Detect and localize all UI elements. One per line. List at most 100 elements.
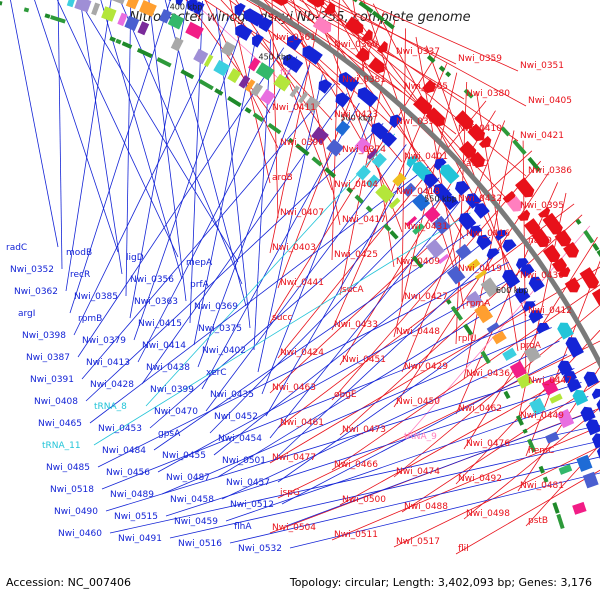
feature-dots-7-32 bbox=[411, 255, 424, 269]
feature-color-5-40 bbox=[466, 258, 481, 272]
gene-label-reverse: Nwi_0415 bbox=[138, 319, 182, 329]
feature-rev-4-16 bbox=[186, 0, 198, 12]
scale-label: 550 kbp bbox=[424, 194, 457, 203]
gene-label-reverse: xerC bbox=[206, 368, 227, 378]
gene-label-reverse: Nwi_0487 bbox=[166, 473, 210, 483]
feature-dots-7-41 bbox=[538, 465, 545, 474]
leader-line-reverse bbox=[57, 0, 63, 270]
leader-line-forward bbox=[331, 0, 527, 107]
feature-dots-0-36 bbox=[575, 218, 582, 225]
feature-fwd-1-24 bbox=[376, 41, 388, 54]
gene-label-reverse: mepA bbox=[186, 258, 213, 268]
feature-fwd-2-19 bbox=[271, 0, 288, 6]
gene-label-forward: Nwi_0517 bbox=[396, 537, 440, 547]
feature-color-5-28 bbox=[298, 91, 309, 104]
gene-label-forward: Nwi_0359 bbox=[458, 54, 502, 64]
feature-color-6-24 bbox=[355, 165, 371, 181]
feature-dots-7-26 bbox=[324, 167, 337, 179]
feature-rev-4-30 bbox=[444, 195, 459, 211]
feature-rev-4-39 bbox=[536, 322, 550, 334]
gene-label-forward: Nwi_0498 bbox=[466, 509, 510, 519]
backbone bbox=[248, 0, 600, 369]
feature-color-5-43 bbox=[523, 345, 541, 363]
feature-dots-7-14 bbox=[136, 48, 153, 59]
feature-color-6-33 bbox=[465, 290, 483, 309]
leader-line-reverse bbox=[165, 382, 582, 517]
feature-color-6-26 bbox=[375, 183, 395, 204]
leader-line-reverse bbox=[221, 340, 560, 500]
gene-label-reverse: argI bbox=[18, 309, 35, 319]
leader-line-forward bbox=[455, 329, 600, 485]
gene-label-reverse: Nwi_0532 bbox=[238, 544, 282, 554]
feature-rev-3-29 bbox=[515, 258, 529, 270]
gene-label-forward: Nwi_0462 bbox=[458, 404, 502, 414]
gene-label-reverse: Nwi_0512 bbox=[230, 500, 274, 510]
feature-dots-0-31 bbox=[445, 71, 452, 78]
gene-label-reverse: Nwi_0491 bbox=[118, 534, 162, 544]
genome-summary: Topology: circular; Length: 3,402,093 bp… bbox=[289, 576, 592, 589]
feature-dots-7-29 bbox=[365, 205, 373, 213]
gene-label-reverse: Nwi_0455 bbox=[162, 451, 206, 461]
feature-fwd-2-34 bbox=[557, 266, 571, 277]
gene-label-reverse: Nwi_0399 bbox=[150, 385, 194, 395]
feature-dots-0-25 bbox=[352, 0, 358, 3]
feature-color-6-17 bbox=[227, 68, 242, 84]
gene-label-forward: Nwi_0410 bbox=[458, 124, 502, 134]
feature-dots-7-34 bbox=[450, 305, 464, 321]
gene-label-forward: Nwi_0380 bbox=[466, 89, 510, 99]
feature-color-6-35 bbox=[486, 322, 500, 333]
feature-rev-3-35 bbox=[591, 388, 600, 400]
gene-label-forward: Nwi_0429 bbox=[404, 362, 448, 372]
feature-color-6-31 bbox=[437, 253, 450, 265]
gene-label-forward: Nwi_0441 bbox=[280, 278, 324, 288]
feature-dots-0-27 bbox=[371, 10, 385, 22]
gene-label-forward: Nwi_0433 bbox=[334, 320, 378, 330]
feature-dots-7-22 bbox=[267, 122, 282, 135]
gene-label-reverse: Nwi_0454 bbox=[218, 434, 262, 444]
feature-dots-7-19 bbox=[227, 95, 242, 108]
leader-line-forward bbox=[393, 304, 600, 478]
gene-label-forward: Nwi_0488 bbox=[404, 502, 448, 512]
feature-rev-4-23 bbox=[335, 92, 351, 108]
leader-line-reverse bbox=[269, 200, 461, 439]
gene-label-forward: atpC bbox=[466, 159, 487, 169]
gene-label-reverse: rpmB bbox=[78, 314, 102, 324]
gene-label-forward: Nwi_0418 bbox=[396, 187, 440, 197]
leader-line-reverse bbox=[225, 396, 589, 522]
feature-rev-3-14 bbox=[234, 3, 246, 17]
gene-label-forward: succ bbox=[272, 313, 292, 323]
leader-line-forward bbox=[331, 0, 340, 261]
leader-line-forward bbox=[245, 0, 333, 51]
leader-line-reverse bbox=[77, 47, 285, 358]
feature-fwd-1-30 bbox=[538, 206, 551, 218]
gene-label-reverse: Nwi_0453 bbox=[98, 424, 142, 434]
gene-label-reverse: flhA bbox=[234, 522, 252, 532]
leader-line-forward bbox=[204, 0, 271, 44]
gene-label-forward: obgE bbox=[334, 390, 357, 400]
gene-label-forward: Nwi_0337 bbox=[396, 47, 440, 57]
feature-rev-4-17 bbox=[192, 1, 205, 15]
feature-color-5-42 bbox=[480, 277, 500, 298]
feature-fwd-1-25 bbox=[421, 79, 436, 94]
leader-line-reverse bbox=[261, 112, 372, 395]
feature-color-6-32 bbox=[446, 265, 466, 285]
leader-line-reverse bbox=[69, 0, 171, 314]
feature-color-5-37 bbox=[424, 206, 441, 223]
gene-label-reverse: Nwi_0516 bbox=[178, 539, 222, 549]
leader-line-reverse bbox=[273, 249, 500, 461]
feature-rev-4-44 bbox=[580, 406, 596, 423]
gene-label-forward: Nwi_0360 bbox=[334, 40, 378, 50]
feature-dots-0-38 bbox=[592, 243, 600, 252]
feature-rev-4-37 bbox=[523, 301, 536, 312]
gene-label-reverse: Nwi_0408 bbox=[34, 397, 78, 407]
gene-label-reverse: recR bbox=[70, 270, 90, 280]
feature-color-6-11 bbox=[124, 15, 140, 31]
leader-line-reverse bbox=[101, 313, 544, 490]
gene-label-forward: Nwi_0423 bbox=[334, 110, 378, 120]
gene-label-forward: Nwi_0466 bbox=[334, 460, 378, 470]
feature-rev-4-47 bbox=[596, 446, 600, 460]
gene-label-forward: Nwi_0451 bbox=[342, 355, 386, 365]
leader-line-reverse bbox=[34, 0, 119, 253]
gene-label-forward: pstB bbox=[528, 516, 548, 526]
gene-label-reverse: Nwi_0435 bbox=[210, 390, 254, 400]
